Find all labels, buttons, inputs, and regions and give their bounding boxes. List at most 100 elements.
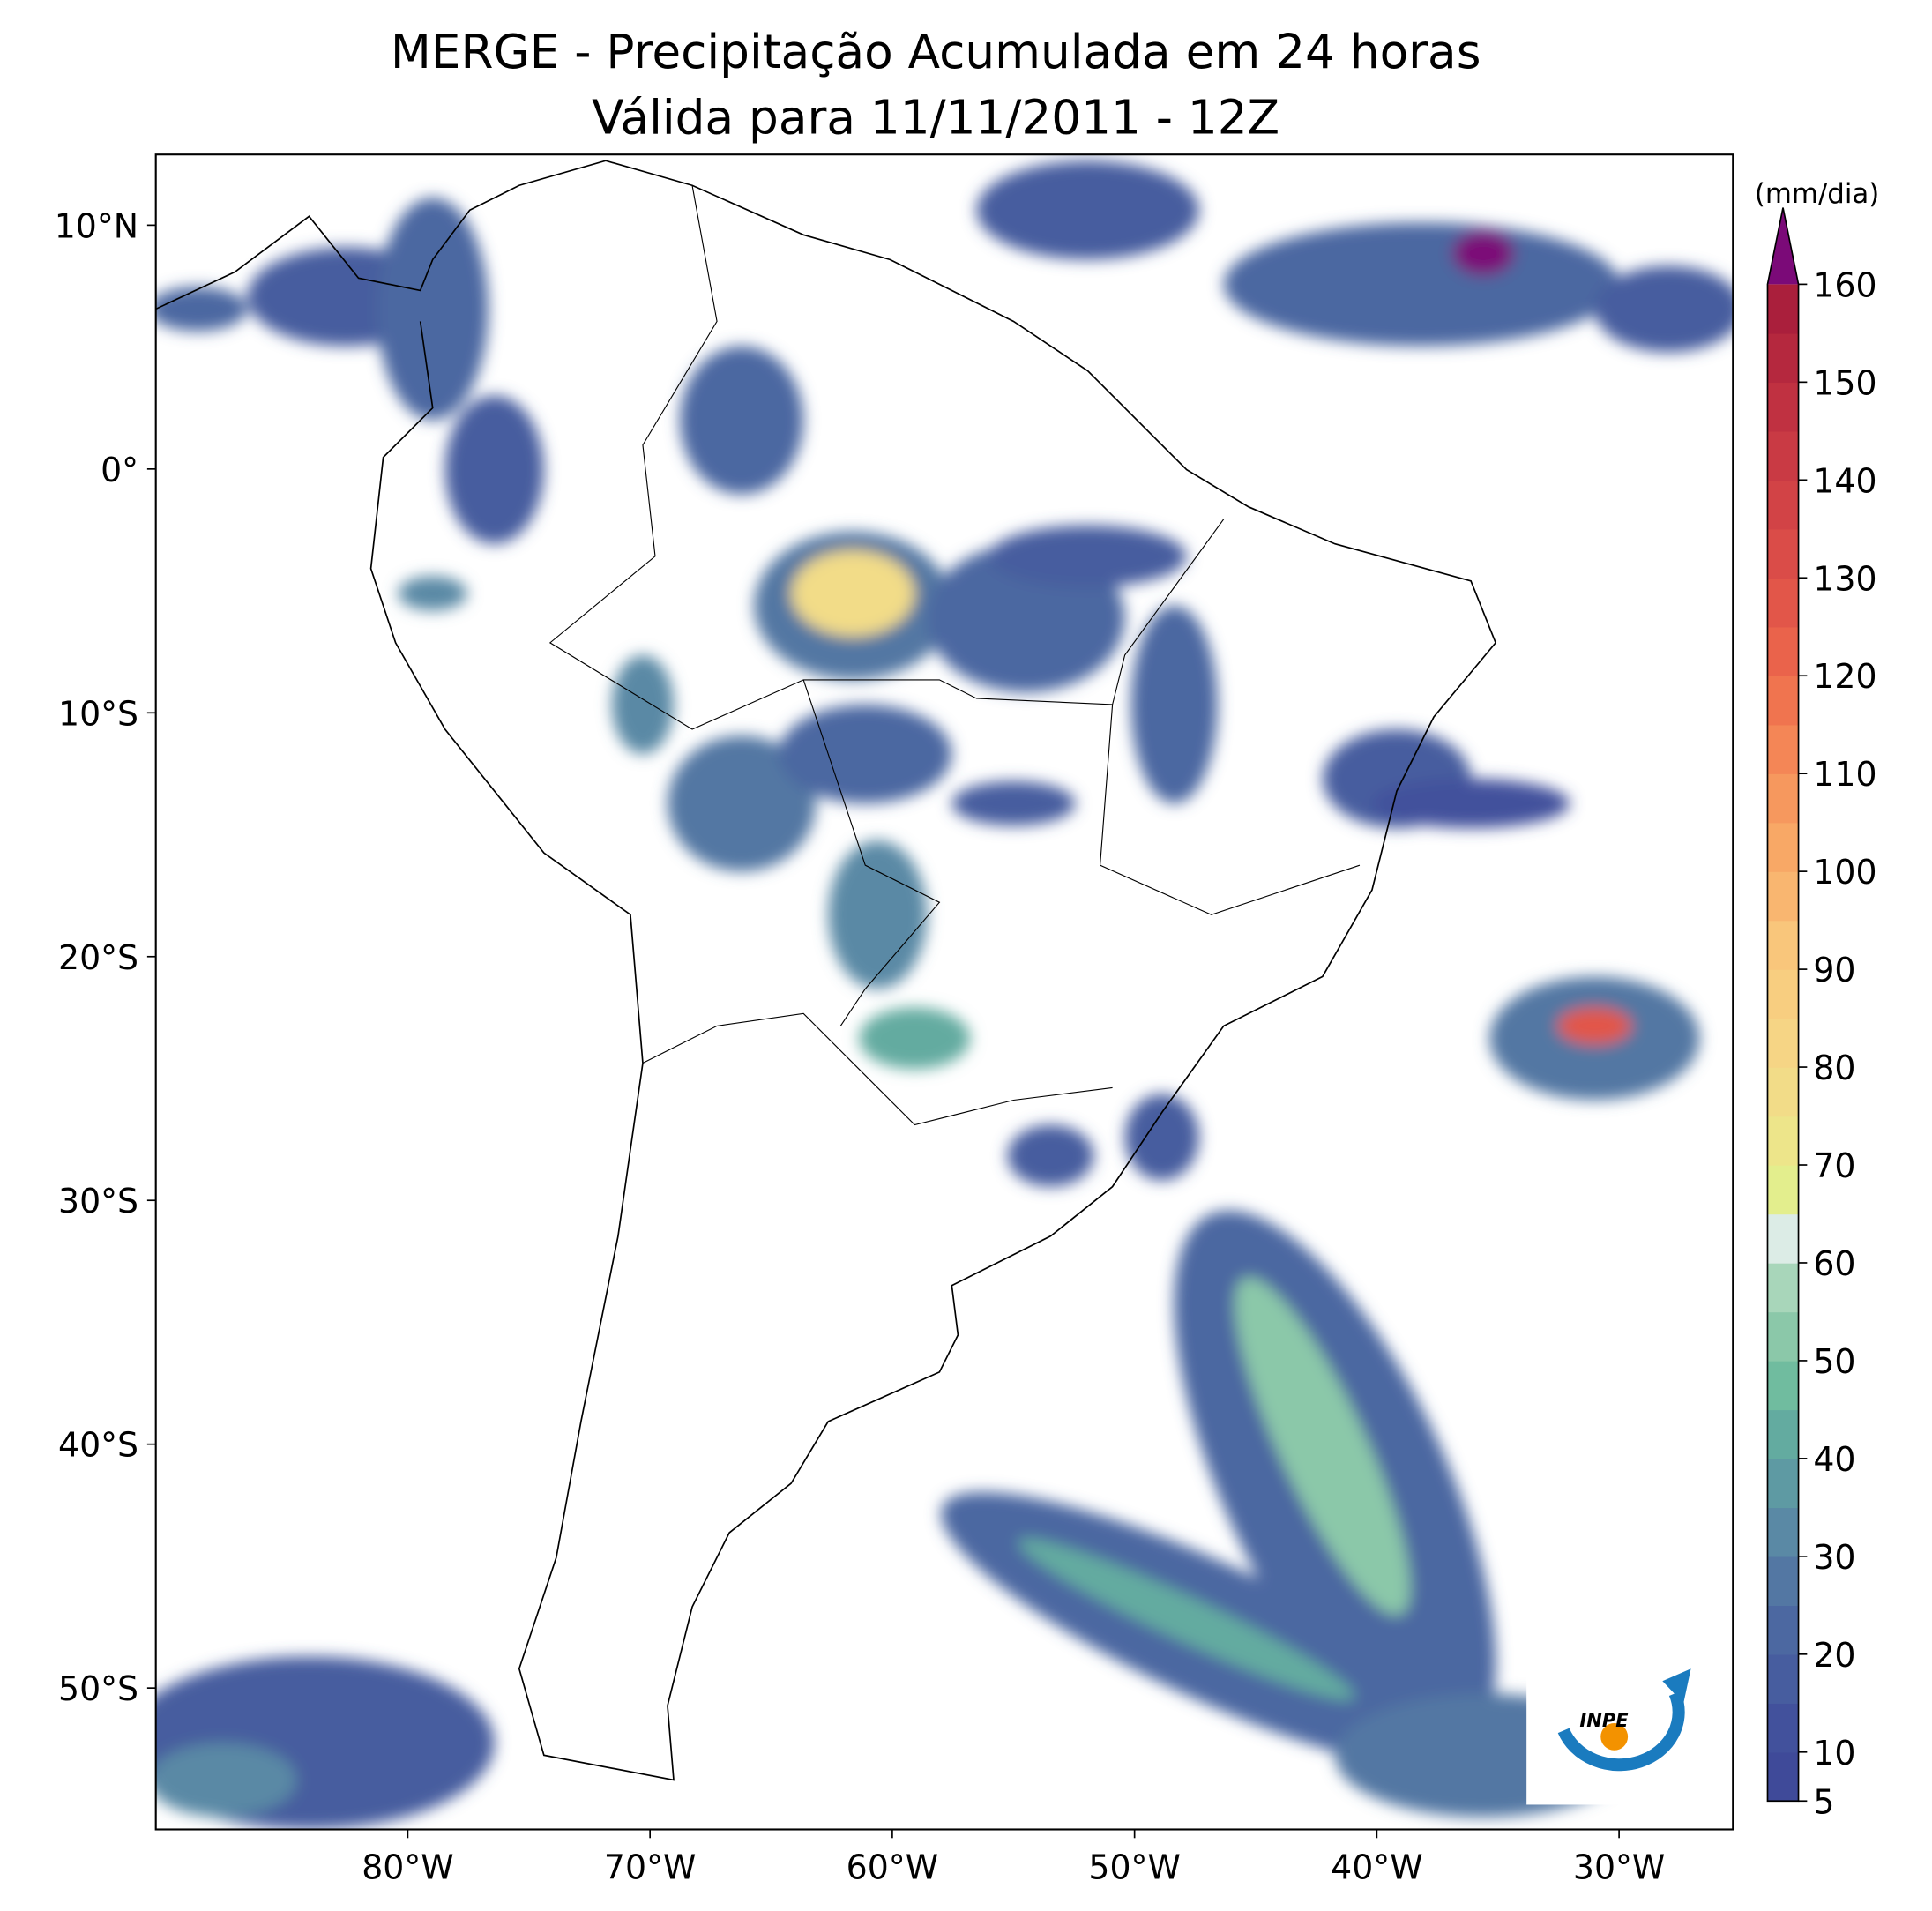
colorbar-extend	[1767, 207, 1799, 285]
precip-area	[1130, 605, 1218, 804]
colorbar-band	[1767, 871, 1799, 922]
subtitle: Válida para 11/11/2011 - 12Z	[592, 90, 1279, 145]
y-tick-label: 40°S	[58, 1426, 138, 1465]
logo-text: INPE	[1579, 1709, 1629, 1731]
precip-area	[1124, 1094, 1199, 1181]
precip-area	[1223, 222, 1620, 347]
title: MERGE - Precipitação Acumulada em 24 hor…	[391, 25, 1481, 79]
y-tick-label: 0°	[101, 451, 138, 489]
colorbar-band	[1767, 1409, 1799, 1459]
colorbar-band	[1767, 1018, 1799, 1068]
colorbar-band	[1767, 284, 1799, 334]
colorbar-label: (mm/dia)	[1755, 178, 1880, 210]
colorbar-tick-label: 40	[1813, 1440, 1855, 1479]
colorbar-tick-label: 80	[1813, 1049, 1855, 1087]
precip-area	[976, 160, 1199, 260]
precip-area	[859, 1007, 971, 1070]
x-tick-label: 70°W	[604, 1848, 696, 1887]
precip-area	[680, 346, 804, 495]
colorbar-frame	[1766, 207, 1800, 1803]
colorbar-band	[1767, 1165, 1799, 1215]
x-tick-label: 40°W	[1331, 1848, 1422, 1887]
x-tick-label: 50°W	[1088, 1848, 1180, 1887]
precip-area	[1018, 1538, 1355, 1700]
colorbar-tick-label: 10	[1813, 1734, 1855, 1773]
colorbar-band	[1767, 1751, 1799, 1802]
colorbar-band	[1767, 920, 1799, 970]
colorbar-tick-label: 5	[1813, 1782, 1834, 1821]
precip-area	[155, 287, 248, 332]
colorbar-tick-label: 110	[1813, 755, 1876, 794]
precip-area	[611, 654, 675, 755]
colorbar-tick-label: 30	[1813, 1538, 1855, 1577]
colorbar-tick-label: 60	[1813, 1244, 1855, 1283]
colorbar-tick-label: 130	[1813, 559, 1876, 598]
precip-area	[988, 525, 1187, 587]
colorbar-band	[1767, 1213, 1799, 1264]
colorbar-band	[1767, 1458, 1799, 1509]
colorbar-tick-label: 150	[1813, 363, 1876, 402]
colorbar-tick-label: 70	[1813, 1146, 1855, 1185]
colorbar-band	[1767, 1653, 1799, 1704]
precip-area	[155, 1743, 297, 1818]
colorbar-band	[1767, 1360, 1799, 1411]
colorbar-band	[1767, 676, 1799, 726]
precip-area	[828, 840, 928, 989]
precip-area	[779, 704, 952, 804]
logo: INPE	[1526, 1662, 1716, 1805]
colorbar-band	[1767, 1507, 1799, 1557]
y-tick-label: 10°S	[58, 694, 138, 733]
precip-area	[1235, 1277, 1411, 1616]
colorbar-tick-label: 20	[1813, 1636, 1855, 1675]
colorbar-band	[1767, 528, 1799, 579]
colorbar-band	[1767, 480, 1799, 530]
precip-area	[791, 549, 915, 637]
precip-area	[377, 198, 489, 421]
y-tick-label: 50°S	[58, 1669, 138, 1708]
precip-area	[1007, 1124, 1094, 1187]
precip-area	[1557, 1007, 1632, 1045]
colorbar-band	[1767, 1067, 1799, 1117]
precipitation-field	[155, 160, 1734, 1830]
colorbar-tick-label: 140	[1813, 461, 1876, 500]
precip-area	[1594, 265, 1734, 353]
colorbar-band	[1767, 724, 1799, 774]
colorbar-band	[1767, 1116, 1799, 1166]
colorbar-band	[1767, 332, 1799, 384]
y-tick-label: 30°S	[58, 1182, 138, 1221]
logo-arc	[1557, 1691, 1685, 1772]
precip-area	[444, 395, 544, 544]
y-tick-label: 20°S	[58, 938, 138, 977]
x-tick-label: 80°W	[362, 1848, 453, 1887]
colorbar-band	[1767, 969, 1799, 1019]
precip-area	[1452, 231, 1515, 276]
logo-dot	[1600, 1722, 1629, 1751]
precip-area	[667, 735, 817, 872]
coastline	[155, 160, 1497, 1781]
colorbar-band	[1767, 626, 1799, 676]
colorbar-band	[1767, 430, 1799, 481]
colorbar-band	[1767, 382, 1799, 432]
colorbar-band	[1767, 822, 1799, 872]
x-tick-label: 30°W	[1573, 1848, 1665, 1887]
colorbar-band	[1767, 1262, 1799, 1313]
colorbar-tick-label: 120	[1813, 657, 1876, 696]
precip-area	[951, 780, 1076, 826]
border	[548, 185, 1361, 1126]
precip-area	[1371, 779, 1570, 829]
logo-arrow	[1662, 1668, 1691, 1704]
colorbar-band	[1767, 1556, 1799, 1607]
map-frame	[154, 153, 1734, 1831]
colorbar-band	[1767, 1703, 1799, 1753]
precip-area	[398, 576, 467, 611]
colorbar-band	[1767, 578, 1799, 628]
colorbar-tick-label: 50	[1813, 1342, 1855, 1381]
y-tick-label: 10°N	[55, 206, 138, 245]
colorbar-tick-label: 100	[1813, 853, 1876, 892]
x-tick-label: 60°W	[847, 1848, 938, 1887]
colorbar-band	[1767, 1311, 1799, 1362]
colorbar-band	[1767, 1605, 1799, 1655]
colorbar-band	[1767, 773, 1799, 824]
colorbar-tick-label: 160	[1813, 265, 1876, 304]
